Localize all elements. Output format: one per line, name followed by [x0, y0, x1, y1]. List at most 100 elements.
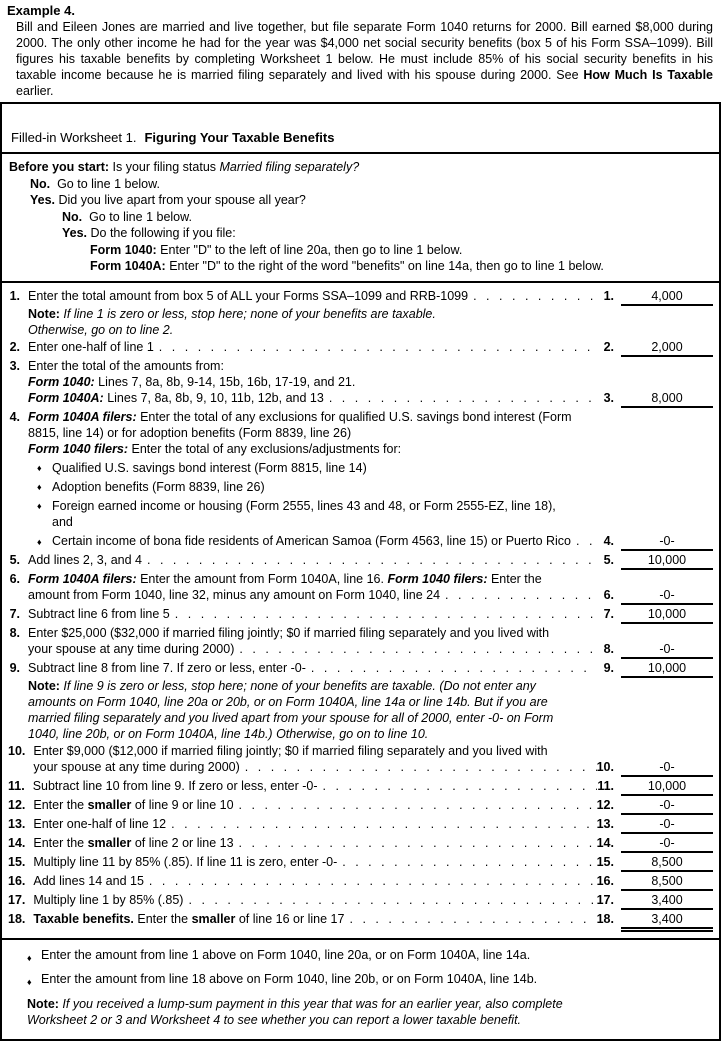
line-number: 9. — [9, 660, 20, 675]
line-number: 1. — [9, 288, 20, 303]
amount-value: -0- — [659, 533, 675, 548]
amount-value: -0- — [659, 816, 675, 831]
line-text: Subtract line 6 from line 5 — [28, 606, 170, 621]
before-you-start-section: Before you start: Is your filing status … — [2, 154, 719, 283]
line-text: your spouse at any time during 2000) — [28, 641, 235, 656]
amount-field: -0- — [621, 641, 713, 659]
amount-field: -0- — [621, 797, 713, 815]
amount-line-number: 7. — [603, 606, 614, 621]
line-text: Multiply line 1 by 85% (.85) — [33, 892, 184, 907]
footer-instruction: Enter the amount from line 18 above on F… — [41, 972, 538, 986]
amount-field: -0- — [621, 816, 713, 834]
amount-field: 4,000 — [621, 288, 713, 306]
dot-leader: ........................................… — [158, 339, 597, 354]
before-form-1040: Form 1040: Enter "D" to the left of line… — [90, 242, 463, 257]
amount-value: 8,500 — [651, 854, 683, 869]
amount-line-number: 3. — [603, 390, 614, 405]
amount-value: 3,400 — [651, 892, 683, 907]
line-number: 11. — [8, 778, 25, 793]
dot-leader: ........................................… — [576, 533, 597, 548]
before-yes-1: Yes. Did you live apart from your spouse… — [30, 193, 306, 207]
line-number: 18. — [8, 911, 26, 926]
amount-line-number: 9. — [603, 660, 614, 675]
line-text: amount from Form 1040, line 32, minus an… — [28, 587, 441, 602]
line-number: 15. — [8, 854, 26, 869]
amount-line-number: 6. — [603, 587, 614, 602]
before-form-1040a: Form 1040A: Enter "D" to the right of th… — [90, 259, 604, 273]
worksheet-title-prefix: Filled-in Worksheet 1. — [11, 130, 137, 145]
amount-line-number: 17. — [596, 892, 614, 907]
dot-leader: ........................................… — [188, 892, 596, 907]
amount-field: -0- — [621, 759, 713, 777]
amount-line-number: 14. — [596, 835, 614, 850]
worksheet-line-2: 2. Enter one-half of line 1 ............… — [8, 339, 713, 357]
diamond-bullet-icon: ♦ — [37, 481, 42, 492]
line-number: 4. — [9, 409, 20, 424]
amount-value: -0- — [659, 797, 675, 812]
line-number: 14. — [8, 835, 26, 850]
amount-field: 10,000 — [621, 552, 713, 570]
line-text: Enter the total of the amounts from: — [28, 358, 224, 373]
amount-value: -0- — [659, 587, 675, 602]
dot-leader: ........................................… — [328, 390, 597, 405]
worksheet-line-18: 18. Taxable benefits. Enter the smaller … — [8, 911, 713, 932]
dot-leader: ........................................… — [445, 587, 597, 602]
line-text: Enter one-half of line 1 — [28, 339, 154, 354]
amount-line-number: 12. — [596, 797, 614, 812]
line-text: Subtract line 10 from line 9. If zero or… — [32, 778, 318, 793]
dot-leader: ........................................… — [473, 288, 597, 303]
worksheet-line-8: 8. Enter $25,000 ($32,000 if married fil… — [8, 625, 713, 659]
line-text: Taxable benefits. Enter the smaller of l… — [33, 911, 345, 926]
amount-field: 3,400 — [621, 892, 713, 910]
dot-leader: ........................................… — [238, 797, 597, 812]
amount-line-number: 11. — [597, 778, 614, 793]
dot-leader: ........................................… — [238, 835, 597, 850]
line-text: Form 1040A filers: Enter the total of an… — [28, 409, 572, 440]
bullet-text-continuation: and — [52, 514, 73, 529]
amount-line-number: 10. — [596, 759, 614, 774]
dot-leader: ........................................… — [171, 816, 597, 831]
worksheet-line-10: 10. Enter $9,000 ($12,000 if married fil… — [8, 743, 713, 777]
worksheet-title-main: Figuring Your Taxable Benefits — [144, 130, 335, 145]
amount-value: 8,000 — [651, 390, 683, 405]
amount-line-number: 4. — [603, 533, 614, 548]
footer-note: Note: If you received a lump-sum payment… — [27, 996, 563, 1028]
amount-line-number: 18. — [596, 911, 614, 926]
footer-instruction: Enter the amount from line 1 above on Fo… — [41, 947, 531, 962]
diamond-bullet-icon: ♦ — [37, 536, 42, 547]
example-section: Example 4. Bill and Eileen Jones are mar… — [0, 0, 721, 99]
line-text: Enter $25,000 ($32,000 if married filing… — [28, 625, 550, 640]
before-no-1: No. Go to line 1 below. — [30, 176, 160, 191]
before-intro: Before you start: Is your filing status … — [9, 160, 360, 174]
amount-value: 10,000 — [647, 552, 687, 567]
amount-field: 10,000 — [621, 606, 713, 624]
amount-field: 2,000 — [621, 339, 713, 357]
amount-value: 10,000 — [647, 606, 687, 621]
dot-leader: ........................................… — [322, 778, 597, 793]
line-text: Enter one-half of line 12 — [33, 816, 167, 831]
line-number: 5. — [9, 552, 20, 567]
worksheet-line-12: 12. Enter the smaller of line 9 or line … — [8, 797, 713, 815]
worksheet-line-4: 4. Form 1040A filers: Enter the total of… — [8, 409, 713, 551]
amount-value: 4,000 — [651, 288, 683, 303]
amount-line-number: 8. — [603, 641, 614, 656]
bullet-text: Adoption benefits (Form 8839, line 26) — [52, 479, 265, 494]
worksheet-line-14: 14. Enter the smaller of line 2 or line … — [8, 835, 713, 853]
amount-field: 8,500 — [621, 873, 713, 891]
amount-line-number: 13. — [596, 816, 614, 831]
line-number: 16. — [8, 873, 26, 888]
dot-leader: ........................................… — [342, 854, 596, 869]
line-text: Add lines 14 and 15 — [33, 873, 144, 888]
dot-leader: ........................................… — [148, 873, 597, 888]
amount-value: -0- — [659, 835, 675, 850]
amount-field: 8,000 — [621, 390, 713, 408]
line-text: Enter $9,000 ($12,000 if married filing … — [33, 743, 548, 758]
line-text: Add lines 2, 3, and 4 — [28, 552, 142, 567]
line-number: 8. — [9, 625, 20, 640]
amount-value: 8,500 — [651, 873, 683, 888]
before-yes-2: Yes. Do the following if you file: — [62, 226, 236, 240]
amount-value: 3,400 — [651, 911, 683, 926]
line-note: Note: If line 1 is zero or less, stop he… — [28, 306, 436, 321]
amount-value: 10,000 — [647, 660, 687, 675]
worksheet-footer-section: ♦ Enter the amount from line 1 above on … — [2, 937, 719, 1039]
